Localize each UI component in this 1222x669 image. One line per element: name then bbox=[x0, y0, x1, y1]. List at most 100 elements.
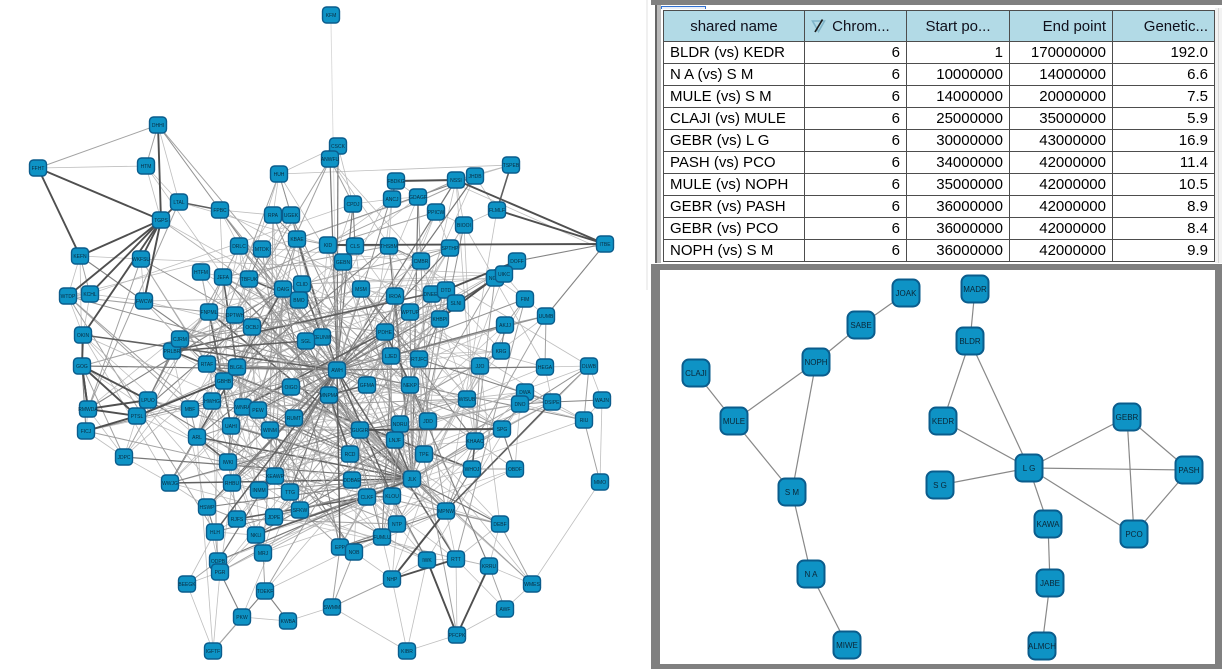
svg-text:RCD: RCD bbox=[345, 452, 356, 458]
svg-text:S G: S G bbox=[933, 481, 947, 490]
svg-text:ANWFU: ANWFU bbox=[321, 157, 340, 163]
svg-text:LTAL: LTAL bbox=[173, 200, 184, 206]
svg-text:KHBPI: KHBPI bbox=[432, 317, 447, 323]
svg-text:WPTUP: WPTUP bbox=[401, 310, 420, 316]
svg-text:CMBR: CMBR bbox=[414, 259, 429, 265]
svg-text:DHHI: DHHI bbox=[152, 123, 164, 129]
svg-text:FUMLU: FUMLU bbox=[373, 535, 391, 541]
svg-text:GBHB: GBHB bbox=[217, 379, 232, 385]
svg-text:DRLC: DRLC bbox=[232, 244, 246, 250]
svg-text:BEEGK: BEEGK bbox=[178, 582, 196, 588]
svg-text:FLMLF: FLMLF bbox=[489, 208, 505, 214]
svg-text:PCO: PCO bbox=[1125, 530, 1142, 539]
svg-text:BLDR: BLDR bbox=[959, 337, 981, 346]
svg-text:GFMA: GFMA bbox=[360, 383, 375, 389]
svg-text:CLKF: CLKF bbox=[361, 495, 374, 501]
svg-text:INMM: INMM bbox=[252, 488, 265, 494]
svg-text:SLNI: SLNI bbox=[450, 301, 461, 307]
svg-text:WINM: WINM bbox=[263, 428, 277, 434]
svg-text:CPDJ: CPDJ bbox=[346, 202, 360, 208]
svg-text:PTSL: PTSL bbox=[131, 414, 144, 420]
svg-text:N A: N A bbox=[805, 570, 819, 579]
svg-text:KRG: KRG bbox=[496, 349, 507, 355]
svg-text:IWK: IWK bbox=[422, 558, 432, 564]
svg-text:OIGO: OIGO bbox=[284, 385, 297, 391]
svg-text:FWCW: FWCW bbox=[136, 299, 152, 305]
svg-text:L G: L G bbox=[1023, 464, 1036, 473]
svg-text:UUMB: UUMB bbox=[539, 314, 554, 320]
svg-text:WWJG: WWJG bbox=[162, 481, 178, 487]
svg-text:TSPEB: TSPEB bbox=[503, 163, 520, 169]
svg-text:PEW: PEW bbox=[252, 408, 264, 414]
svg-text:JHDB: JHDB bbox=[468, 174, 482, 180]
svg-text:MIWE: MIWE bbox=[836, 641, 858, 650]
svg-text:DLWB: DLWB bbox=[582, 364, 597, 370]
svg-text:KFM: KFM bbox=[326, 13, 337, 19]
svg-text:WNRA: WNRA bbox=[235, 405, 251, 411]
svg-text:BMO: BMO bbox=[293, 298, 305, 304]
svg-text:ANCJ: ANCJ bbox=[385, 197, 399, 203]
svg-text:GEBN: GEBN bbox=[336, 260, 351, 266]
svg-text:CSCK: CSCK bbox=[331, 144, 346, 150]
svg-text:UIKC: UIKC bbox=[498, 272, 510, 278]
svg-text:KID: KID bbox=[324, 243, 333, 249]
svg-text:NKLI: NKLI bbox=[250, 533, 261, 539]
svg-text:PFCPK: PFCPK bbox=[449, 633, 466, 639]
svg-text:WKFSU: WKFSU bbox=[132, 257, 150, 263]
svg-text:PKW: PKW bbox=[236, 615, 248, 621]
svg-text:THSBM: THSBM bbox=[380, 244, 398, 250]
svg-text:SWMM: SWMM bbox=[324, 605, 340, 611]
svg-text:JLK: JLK bbox=[408, 477, 417, 483]
svg-text:CLAJI: CLAJI bbox=[685, 369, 707, 378]
svg-text:UGEK: UGEK bbox=[284, 213, 299, 219]
svg-text:OKIN: OKIN bbox=[77, 333, 90, 339]
svg-text:CLID: CLID bbox=[296, 282, 308, 288]
svg-text:OAIG: OAIG bbox=[277, 287, 290, 293]
svg-text:MPNW: MPNW bbox=[438, 509, 454, 515]
svg-text:FFHT: FFHT bbox=[32, 166, 45, 172]
svg-text:ODPB: ODPB bbox=[211, 559, 226, 565]
svg-text:GDAGF: GDAGF bbox=[409, 195, 427, 201]
svg-text:PDHE: PDHE bbox=[378, 330, 393, 336]
svg-text:NEKP: NEKP bbox=[403, 383, 417, 389]
svg-text:KEAWP: KEAWP bbox=[266, 474, 285, 480]
svg-text:PRLBR: PRLBR bbox=[164, 349, 181, 355]
svg-text:HUH: HUH bbox=[274, 172, 285, 178]
svg-text:IWKI: IWKI bbox=[223, 460, 234, 466]
svg-text:SPG: SPG bbox=[497, 427, 508, 433]
svg-text:OCBJ: OCBJ bbox=[245, 325, 259, 331]
svg-text:RUMT: RUMT bbox=[287, 416, 301, 422]
svg-text:TPE: TPE bbox=[419, 452, 429, 458]
svg-text:TGPS: TGPS bbox=[154, 218, 168, 224]
svg-text:HSWP: HSWP bbox=[200, 505, 216, 511]
svg-text:MRJ: MRJ bbox=[258, 551, 269, 557]
svg-text:FICJ: FICJ bbox=[81, 429, 92, 435]
svg-text:KEFN: KEFN bbox=[73, 254, 87, 260]
svg-text:PASH: PASH bbox=[1178, 466, 1199, 475]
svg-text:GEBR: GEBR bbox=[1116, 413, 1139, 422]
svg-text:KWBA: KWBA bbox=[281, 619, 296, 625]
svg-text:RJFS: RJFS bbox=[231, 517, 244, 523]
svg-text:RPA: RPA bbox=[268, 213, 279, 219]
svg-text:KBAE: KBAE bbox=[290, 237, 304, 243]
svg-text:RMWDA: RMWDA bbox=[78, 407, 98, 413]
svg-text:CJRM: CJRM bbox=[173, 337, 187, 343]
svg-text:RTAF: RTAF bbox=[201, 362, 214, 368]
svg-text:ARL: ARL bbox=[192, 435, 202, 441]
svg-text:HWHG: HWHG bbox=[204, 399, 220, 405]
svg-text:TTG: TTG bbox=[285, 490, 295, 496]
svg-text:AKJJ: AKJJ bbox=[499, 323, 511, 329]
svg-text:RTT: RTT bbox=[451, 557, 461, 563]
svg-text:MBF: MBF bbox=[185, 407, 196, 413]
svg-text:NOB: NOB bbox=[349, 550, 361, 556]
svg-text:MMO: MMO bbox=[594, 480, 606, 486]
svg-text:HLH: HLH bbox=[210, 530, 220, 536]
svg-text:SABE: SABE bbox=[850, 321, 871, 330]
svg-text:SGL: SGL bbox=[301, 339, 311, 345]
svg-text:KIBR: KIBR bbox=[401, 649, 413, 655]
svg-text:LNJF: LNJF bbox=[389, 438, 401, 444]
svg-text:RTJFC: RTJFC bbox=[411, 357, 427, 363]
svg-text:AWF: AWF bbox=[500, 607, 511, 613]
svg-text:LJED: LJED bbox=[385, 354, 398, 360]
svg-text:NDRU: NDRU bbox=[393, 422, 408, 428]
